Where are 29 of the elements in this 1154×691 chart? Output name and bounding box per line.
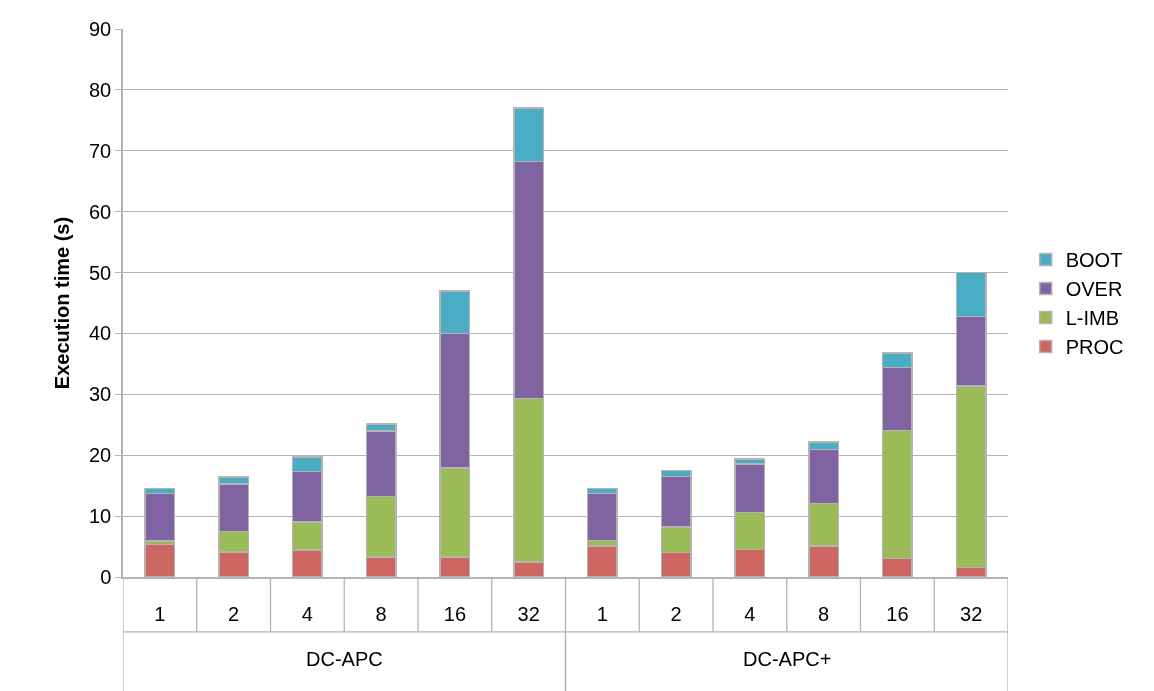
legend-label: L-IMB — [1065, 307, 1120, 330]
y-axis-title: Execution time (s) — [51, 216, 73, 390]
x-tick-label: 2 — [228, 602, 240, 625]
x-tick-label: 4 — [744, 602, 756, 625]
y-tick-label: 80 — [89, 78, 112, 101]
x-tick-label: 16 — [886, 602, 909, 625]
y-tick-label: 70 — [89, 139, 112, 162]
x-tick-label: 16 — [443, 602, 467, 625]
y-tick-label: 60 — [89, 200, 112, 223]
y-tick-label: 10 — [89, 505, 112, 528]
x-tick-label: 1 — [596, 602, 608, 625]
legend-label: BOOT — [1065, 249, 1123, 272]
x-tick-label: 1 — [154, 602, 166, 625]
text: DC-APC+ — [743, 648, 832, 670]
x-tick-label: 8 — [375, 602, 387, 625]
text: DC-APC — [306, 648, 383, 670]
y-tick-label: 30 — [89, 383, 112, 406]
y-tick-label: 40 — [89, 322, 112, 345]
y-tick-label: 90 — [89, 18, 112, 40]
x-tick-label: 32 — [960, 602, 983, 625]
y-tick-label: 50 — [89, 261, 112, 284]
y-tick-label: 20 — [89, 444, 112, 467]
x-tick-label: 8 — [818, 602, 830, 625]
y-tick-label: 0 — [100, 566, 112, 588]
x-tick-label: 32 — [517, 602, 540, 625]
x-tick-label: 2 — [670, 602, 682, 625]
x-tick-label: 4 — [301, 602, 313, 625]
legend-label: PROC — [1065, 336, 1124, 359]
legend-label: OVER — [1065, 278, 1123, 301]
